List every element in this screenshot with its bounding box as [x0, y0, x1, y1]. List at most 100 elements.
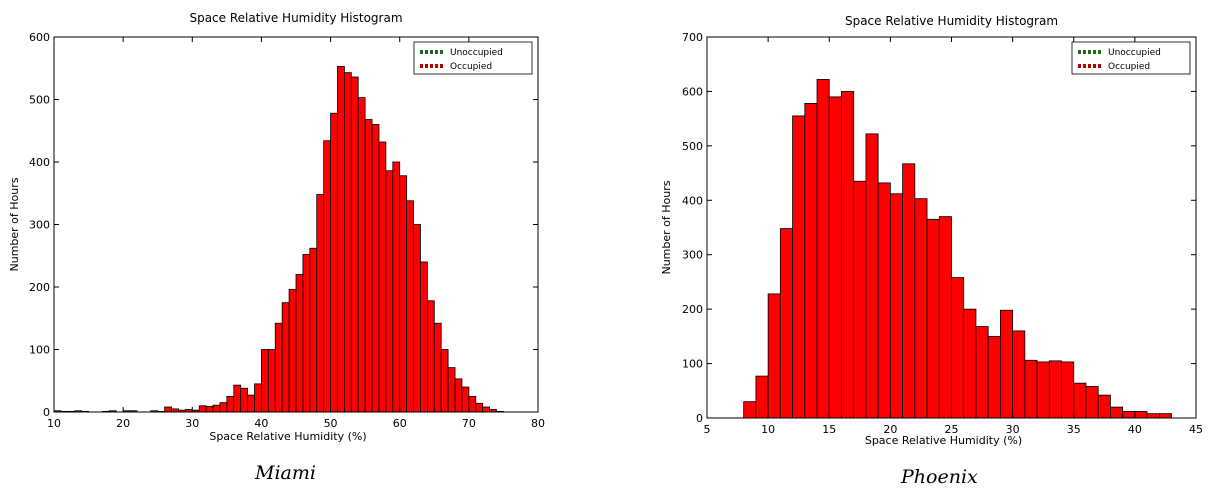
histogram-bar [447, 367, 456, 413]
legend-label: Occupied [450, 62, 492, 72]
y-axis-label: Number of Hours [660, 180, 673, 274]
histogram-bar [433, 322, 442, 413]
histogram-bar [743, 401, 757, 419]
x-axis-label: Space Relative Humidity (%) [209, 430, 366, 443]
legend-label: Unoccupied [1108, 48, 1161, 58]
histogram-bar [233, 384, 242, 413]
x-tick-label: 40 [1128, 423, 1142, 436]
histogram-bar [767, 293, 781, 419]
histogram-bar [274, 322, 283, 413]
legend-label: Unoccupied [450, 48, 503, 58]
y-tick-label: 300 [682, 249, 703, 262]
legend-label: Occupied [1108, 62, 1150, 72]
histogram-bar [1097, 394, 1111, 419]
x-tick-label: 5 [704, 423, 711, 436]
histogram-bar [302, 254, 311, 413]
histogram-bar [482, 406, 490, 413]
histogram-bar [938, 216, 952, 419]
histogram-bar [371, 124, 380, 413]
chart-caption-phoenix: Phoenix [901, 466, 978, 488]
histogram-bar [281, 302, 290, 413]
x-tick-label: 10 [761, 423, 775, 436]
histogram-bar [378, 141, 387, 413]
histogram-bar [413, 224, 421, 413]
histogram-bar [963, 308, 977, 419]
y-tick-label: 0 [696, 412, 703, 425]
histogram-bar [337, 65, 345, 413]
x-tick-label: 80 [531, 417, 545, 430]
histogram-bar [1048, 360, 1062, 419]
histogram-bar [420, 261, 428, 413]
histogram-bar [1158, 413, 1172, 419]
histogram-bar [1024, 359, 1038, 419]
histogram-bar [316, 194, 325, 413]
chart-title: Space Relative Humidity Histogram [189, 11, 402, 25]
histogram-bar [475, 402, 484, 413]
histogram-bar [1122, 411, 1136, 419]
histogram-bar [295, 274, 304, 413]
y-tick-label: 700 [682, 31, 703, 44]
histogram-bar [468, 395, 477, 413]
histogram-bar [385, 170, 394, 413]
x-tick-label: 20 [116, 417, 130, 430]
y-axis-label: Number of Hours [8, 177, 21, 271]
y-tick-label: 400 [29, 156, 50, 169]
histogram-bar [454, 378, 463, 413]
x-tick-label: 60 [393, 417, 407, 430]
histogram-bar [330, 112, 338, 413]
histogram-bar [755, 375, 769, 419]
y-tick-label: 200 [29, 281, 50, 294]
histogram-bar [440, 349, 449, 413]
histogram-bar [865, 133, 879, 419]
y-tick-label: 200 [682, 303, 703, 316]
histogram-bar [926, 218, 940, 419]
histogram-bar [1061, 361, 1075, 419]
x-tick-label: 25 [945, 423, 959, 436]
x-tick-label: 35 [1067, 423, 1081, 436]
histogram-bar [343, 72, 352, 413]
histogram-bar [828, 96, 842, 419]
histogram-bar [461, 386, 470, 413]
histogram-bar [212, 404, 221, 413]
x-tick-label: 40 [254, 417, 268, 430]
x-tick-label: 10 [47, 417, 61, 430]
histogram-bar [164, 406, 172, 413]
y-tick-label: 600 [682, 85, 703, 98]
histogram-bar [350, 76, 359, 413]
histogram-bar [902, 163, 916, 419]
x-tick-label: 15 [822, 423, 836, 436]
chart-title: Space Relative Humidity Histogram [845, 14, 1058, 28]
histogram-bar [247, 394, 255, 413]
histogram-bar [309, 247, 318, 413]
histogram-bar [240, 387, 249, 413]
histogram-bar [1036, 361, 1050, 419]
histogram-bar [914, 198, 928, 419]
x-tick-label: 70 [462, 417, 476, 430]
y-tick-label: 100 [29, 344, 50, 357]
y-tick-label: 100 [682, 358, 703, 371]
histogram-bar [261, 349, 269, 413]
histogram-bar [1146, 413, 1160, 419]
x-tick-label: 50 [324, 417, 338, 430]
histogram-bar [399, 175, 408, 413]
histogram-bar [1085, 386, 1099, 419]
histogram-bar [323, 140, 331, 413]
histogram-bar [987, 335, 1001, 419]
legend: Unoccupied Occupied [413, 41, 533, 75]
histogram-bar [779, 228, 793, 419]
x-tick-label: 45 [1189, 423, 1203, 436]
legend-box [1071, 41, 1191, 75]
x-tick-label: 30 [1006, 423, 1020, 436]
y-tick-label: 400 [682, 194, 703, 207]
histogram-bar [877, 182, 891, 419]
histogram-bar [853, 180, 867, 419]
histogram-bar [816, 79, 830, 419]
histogram-bar [951, 277, 965, 419]
histogram-bar [254, 383, 262, 413]
histogram-bar [1134, 411, 1148, 419]
x-tick-label: 30 [185, 417, 199, 430]
chart-caption-miami: Miami [255, 462, 316, 484]
histogram-bar [219, 402, 228, 413]
histogram-bar [267, 349, 276, 413]
histogram-bar [357, 97, 366, 413]
